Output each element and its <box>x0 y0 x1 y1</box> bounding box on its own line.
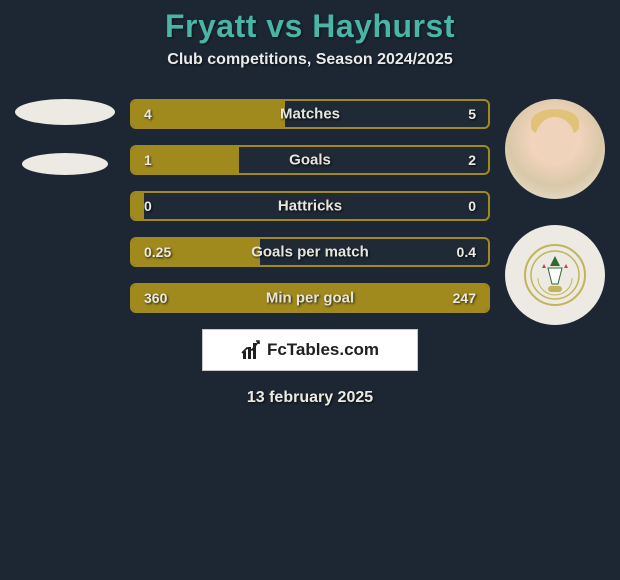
stat-label: Min per goal <box>266 290 354 307</box>
left-player-column <box>10 99 120 203</box>
left-club-badge <box>22 153 108 175</box>
club-crest-icon <box>520 240 590 310</box>
stat-row: Goals per match 0.25 0.4 <box>130 237 490 267</box>
stat-value-left: 1 <box>144 152 152 168</box>
right-player-column <box>500 99 610 351</box>
bar-fill-left <box>132 193 144 219</box>
subtitle: Club competitions, Season 2024/2025 <box>0 51 620 69</box>
stat-label: Goals per match <box>251 244 369 261</box>
stat-row: Hattricks 0 0 <box>130 191 490 221</box>
page-title: Fryatt vs Hayhurst <box>0 8 620 45</box>
left-player-avatar <box>15 99 115 125</box>
stat-row: Goals 1 2 <box>130 145 490 175</box>
right-club-badge <box>505 225 605 325</box>
stat-value-right: 0 <box>468 198 476 214</box>
stat-value-right: 0.4 <box>457 244 476 260</box>
stat-value-left: 360 <box>144 290 167 306</box>
stat-value-left: 0 <box>144 198 152 214</box>
date-text: 13 february 2025 <box>0 389 620 407</box>
comparison-chart: Matches 4 5 Goals 1 2 Hattricks 0 0 Goals per mat… <box>0 99 620 313</box>
stat-label: Hattricks <box>278 198 342 215</box>
brand-text: FcTables.com <box>267 340 379 360</box>
stat-label: Matches <box>280 106 340 123</box>
brand-badge: FcTables.com <box>202 329 418 371</box>
stat-value-right: 5 <box>468 106 476 122</box>
stat-row: Matches 4 5 <box>130 99 490 129</box>
stat-value-left: 0.25 <box>144 244 171 260</box>
brand-chart-icon <box>241 339 263 361</box>
stat-label: Goals <box>289 152 331 169</box>
stat-value-right: 2 <box>468 152 476 168</box>
right-player-avatar <box>505 99 605 199</box>
stat-row: Min per goal 360 247 <box>130 283 490 313</box>
stat-value-right: 247 <box>453 290 476 306</box>
bar-fill-left <box>132 101 285 127</box>
stat-value-left: 4 <box>144 106 152 122</box>
stat-bars: Matches 4 5 Goals 1 2 Hattricks 0 0 Goals per mat… <box>130 99 490 313</box>
